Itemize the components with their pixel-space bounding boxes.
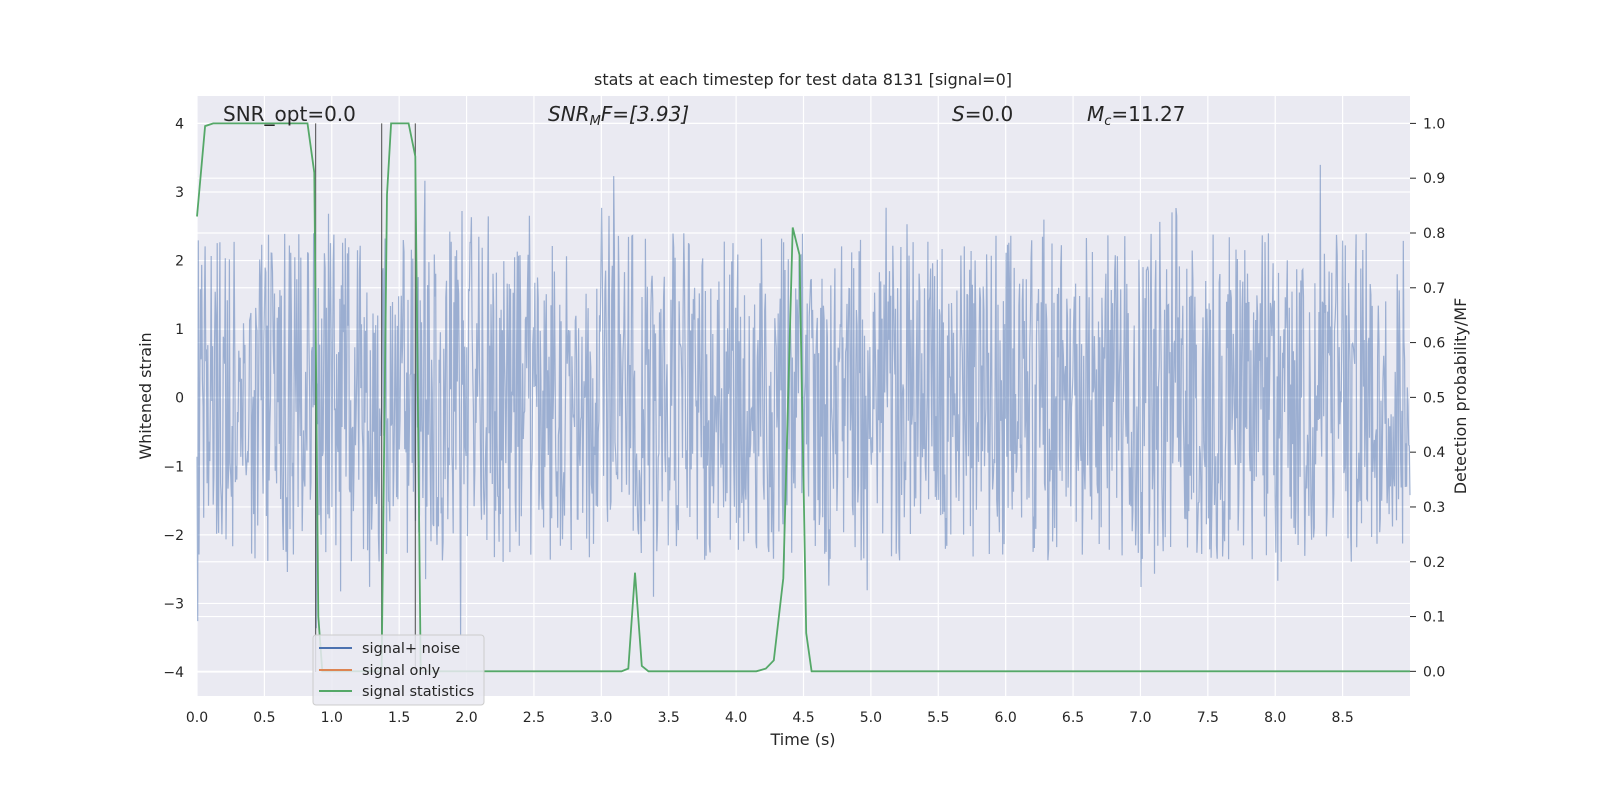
- x-tick-label: 3.0: [590, 710, 612, 726]
- x-axis-ticks: 0.0 0.5 1.0 1.5 2.0 2.5 3.0 3.5 4.0 4.5 5.0 5.5 6.0 6…: [186, 710, 1354, 726]
- x-tick-label: 4.0: [725, 710, 747, 726]
- legend-label-signal: signal only: [362, 663, 441, 679]
- annotation-mc-sub: c: [1104, 114, 1111, 129]
- y2-tick-label: 0.1: [1423, 610, 1445, 626]
- y2-tick-label: 0.3: [1423, 500, 1445, 516]
- y-axis-label: Whitened strain: [136, 332, 155, 459]
- y2-tick-label: 0.7: [1423, 281, 1445, 297]
- x-tick-label: 8.0: [1264, 710, 1286, 726]
- legend-box: [312, 634, 485, 706]
- y-axis-ticks: 4 3 2 1 0 −1 −2 −3 −4: [163, 116, 184, 681]
- y-tick-label: −4: [163, 665, 184, 681]
- legend-label-stats: signal statistics: [362, 684, 474, 700]
- y2-tick-label: 0.2: [1423, 555, 1445, 571]
- legend-label-noise: signal+ noise: [362, 641, 460, 657]
- annotation-snr-mf-sub: M: [590, 114, 601, 129]
- x-tick-label: 1.5: [388, 710, 410, 726]
- y-tick-label: 2: [175, 254, 184, 270]
- annotation-mc-main: M: [1087, 102, 1104, 126]
- y-tick-label: 4: [175, 116, 184, 132]
- annotation-snr-mf-main: SNR: [548, 102, 590, 126]
- x-tick-label: 1.0: [321, 710, 343, 726]
- x-tick-label: 6.0: [995, 710, 1017, 726]
- x-tick-label: 3.5: [658, 710, 680, 726]
- x-tick-label: 7.0: [1129, 710, 1151, 726]
- y2-tick-label: 1.0: [1423, 116, 1445, 132]
- y2-axis-ticks: 1.0 0.9 0.8 0.7 0.6 0.5 0.4 0.3 0.2 0.1 0.0: [1410, 116, 1445, 680]
- annotation-snr-mf-rest: F=[3.93]: [601, 102, 689, 126]
- annotation-s: S=0.0: [952, 102, 1013, 126]
- y-tick-label: −3: [163, 596, 184, 612]
- annotation-snr-opt: SNR_opt=0.0: [223, 102, 356, 126]
- x-tick-label: 2.5: [523, 710, 545, 726]
- x-tick-label: 4.5: [792, 710, 814, 726]
- y-tick-label: −2: [163, 528, 184, 544]
- annotation-mc: Mc=11.27: [1087, 102, 1185, 129]
- y2-tick-label: 0.5: [1423, 390, 1445, 406]
- y2-tick-label: 0.8: [1423, 226, 1445, 242]
- y2-axis-label: Detection probability/MF: [1451, 298, 1470, 495]
- annotations: SNR_opt=0.0 SNRMF=[3.93] S=0.0 Mc=11.27: [223, 102, 1185, 129]
- x-tick-label: 7.5: [1197, 710, 1219, 726]
- x-tick-label: 6.5: [1062, 710, 1084, 726]
- y-tick-label: 3: [175, 185, 184, 201]
- chart-title: stats at each timestep for test data 813…: [594, 70, 1012, 89]
- x-tick-label: 2.0: [455, 710, 477, 726]
- x-tick-label: 8.5: [1331, 710, 1353, 726]
- annotation-mc-rest: =11.27: [1111, 102, 1185, 126]
- x-tick-label: 0.0: [186, 710, 208, 726]
- legend: signal+ noise signal only signal statist…: [312, 634, 485, 706]
- annotation-snr-mf: SNRMF=[3.93]: [548, 102, 689, 129]
- x-tick-label: 5.5: [927, 710, 949, 726]
- y2-tick-label: 0.4: [1423, 445, 1445, 461]
- annotation-s-main: S: [952, 102, 965, 126]
- y2-tick-label: 0.9: [1423, 171, 1445, 187]
- x-tick-label: 5.0: [860, 710, 882, 726]
- y-tick-label: 1: [175, 322, 184, 338]
- y2-tick-label: 0.0: [1423, 664, 1445, 680]
- y2-tick-label: 0.6: [1423, 336, 1445, 352]
- y-tick-label: 0: [175, 391, 184, 407]
- x-tick-label: 0.5: [253, 710, 275, 726]
- annotation-s-rest: =0.0: [965, 102, 1014, 126]
- x-axis-label: Time (s): [769, 730, 835, 749]
- y-tick-label: −1: [163, 459, 184, 475]
